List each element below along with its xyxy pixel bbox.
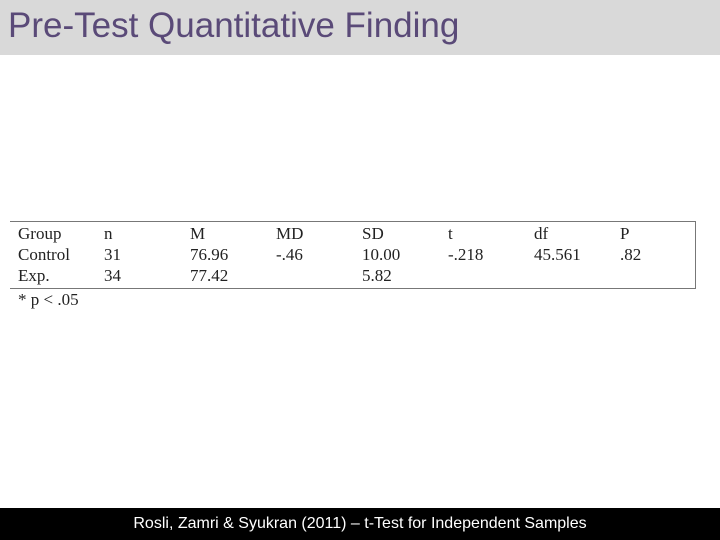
table-cell: -.218 (448, 245, 484, 264)
table-cell: 76.96 (190, 245, 229, 264)
column-header: t (448, 224, 453, 243)
column-header: M (190, 224, 206, 243)
table-cell: .82 (620, 245, 642, 264)
column-header: df (534, 224, 549, 243)
column-header: Group (18, 224, 62, 243)
table-cell: Exp. (18, 266, 50, 285)
table-cell: 31 (104, 245, 121, 264)
table-cell: 10.00 (362, 245, 401, 264)
table-cell: -.46 (276, 245, 303, 264)
title: Pre-Test Quantitative Finding (8, 6, 460, 45)
table-cell: Control (18, 245, 70, 264)
title-bar: Pre-Test Quantitative Finding (0, 0, 720, 55)
column-header: P (620, 224, 630, 243)
column-header: SD (362, 224, 384, 243)
column-header: n (104, 224, 113, 243)
column-header: MD (276, 224, 304, 243)
table: Group n M MD SD t df P Control 31 76.96 -.46 10.00 -.… (10, 221, 696, 289)
table-cell: 5.82 (362, 266, 392, 285)
table-cell: 34 (104, 266, 121, 285)
footer-bar: Rosli, Zamri & Syukran (2011) – t-Test f… (0, 508, 720, 540)
table-cell: 77.42 (190, 266, 229, 285)
table-cell: 45.561 (534, 245, 581, 264)
table-note: * p < .05 (18, 290, 79, 309)
footer-text: Rosli, Zamri & Syukran (2011) – t-Test f… (133, 515, 587, 532)
